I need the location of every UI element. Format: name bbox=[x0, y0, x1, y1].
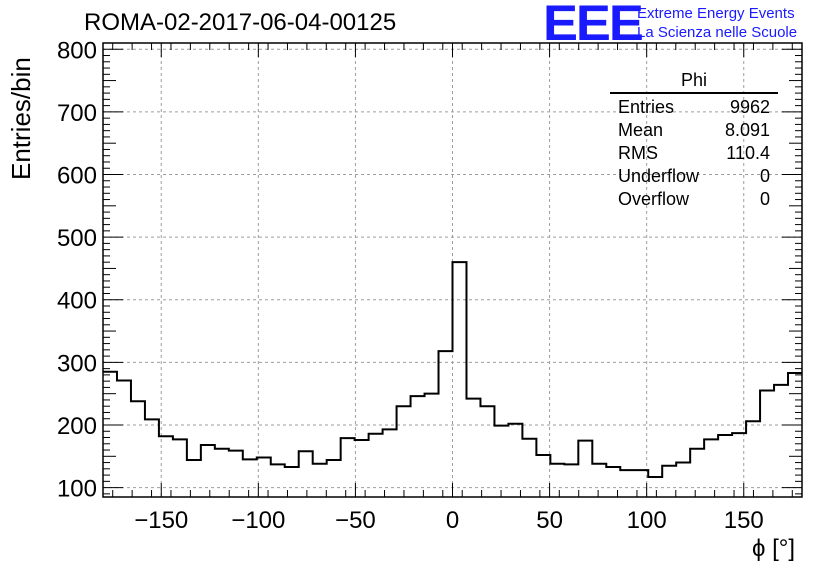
stats-value: 0 bbox=[759, 166, 770, 186]
y-axis-label: Entries/bin bbox=[6, 57, 36, 180]
stats-value: 9962 bbox=[729, 97, 770, 117]
x-axis-label: ϕ [°] bbox=[752, 535, 796, 562]
histogram-bin bbox=[103, 372, 117, 497]
histogram-bin bbox=[285, 467, 299, 497]
histogram-bin bbox=[229, 451, 243, 497]
histogram-bin bbox=[439, 351, 453, 497]
stats-value: 8.091 bbox=[724, 120, 770, 140]
histogram-bin bbox=[676, 463, 690, 497]
histogram-bin bbox=[131, 401, 145, 497]
histogram-bin bbox=[648, 477, 662, 497]
y-tick-label: 300 bbox=[57, 350, 97, 377]
stats-row-rms: RMS 110.4 bbox=[610, 142, 778, 165]
histogram-bin bbox=[578, 441, 592, 497]
histogram-bin bbox=[718, 435, 732, 497]
y-tick-label: 400 bbox=[57, 288, 97, 315]
histogram-bin bbox=[662, 466, 676, 497]
histogram-bin bbox=[522, 439, 536, 497]
histogram-bin bbox=[201, 445, 215, 497]
y-tick-label: 600 bbox=[57, 163, 97, 190]
histogram-bin bbox=[536, 455, 550, 497]
histogram-bin bbox=[271, 464, 285, 497]
stats-row-entries: Entries 9962 bbox=[610, 96, 778, 119]
histogram-bin bbox=[453, 262, 467, 497]
y-tick-label: 500 bbox=[57, 225, 97, 252]
y-tick-label: 200 bbox=[57, 413, 97, 440]
histogram-bin bbox=[788, 373, 802, 497]
histogram-bin bbox=[592, 464, 606, 497]
x-tick-label: −150 bbox=[134, 507, 188, 534]
logo-caption-line1: Extreme Energy Events bbox=[637, 5, 795, 22]
x-tick-label: −50 bbox=[335, 507, 376, 534]
histogram-bin bbox=[411, 396, 425, 497]
histogram-bin bbox=[173, 439, 187, 497]
stats-row-mean: Mean 8.091 bbox=[610, 119, 778, 142]
stats-label: Entries bbox=[618, 97, 675, 117]
histogram-bin bbox=[564, 464, 578, 497]
y-tick-label: 800 bbox=[57, 37, 97, 64]
histogram-bin bbox=[774, 385, 788, 497]
histogram-bin bbox=[257, 458, 271, 497]
histogram-bin bbox=[494, 426, 508, 497]
histogram-bin bbox=[383, 429, 397, 497]
stats-row-underflow: Underflow 0 bbox=[610, 165, 778, 188]
stats-label: RMS bbox=[618, 143, 658, 163]
histogram-bin bbox=[480, 406, 494, 497]
chart-title: ROMA-02-2017-06-04-00125 bbox=[84, 9, 397, 36]
histogram-bin bbox=[690, 449, 704, 497]
histogram-bin bbox=[117, 381, 131, 497]
x-tick-label: 50 bbox=[536, 507, 563, 534]
histogram-bin bbox=[634, 470, 648, 497]
histogram-outline bbox=[103, 261, 802, 478]
x-tick-label: −100 bbox=[231, 507, 285, 534]
histogram-bin bbox=[550, 464, 564, 497]
histogram-bin bbox=[187, 460, 201, 497]
histogram-bin bbox=[299, 451, 313, 497]
y-tick-label: 100 bbox=[57, 476, 97, 503]
stats-value: 0 bbox=[759, 189, 770, 209]
histogram-bin bbox=[341, 438, 355, 497]
eee-logo: EEE bbox=[543, 0, 644, 51]
histogram-bin bbox=[397, 406, 411, 497]
x-tick-label: 150 bbox=[724, 507, 764, 534]
y-tick-label: 700 bbox=[57, 100, 97, 127]
x-tick-label: 0 bbox=[446, 507, 459, 534]
histogram-bin bbox=[243, 459, 257, 497]
stats-value: 110.4 bbox=[726, 143, 770, 163]
x-tick-label: 100 bbox=[627, 507, 667, 534]
histogram-bin bbox=[466, 399, 480, 497]
stats-label: Underflow bbox=[618, 166, 700, 186]
histogram-bin bbox=[355, 440, 369, 497]
stats-label: Overflow bbox=[618, 189, 690, 209]
histogram-bin bbox=[313, 464, 327, 497]
stats-label: Mean bbox=[618, 120, 664, 140]
logo-caption-line2: La Scienza nelle Scuole bbox=[637, 24, 798, 41]
stats-box: Phi Entries 9962 Mean 8.091 RMS 110.4 Un… bbox=[610, 70, 778, 211]
histogram-bin bbox=[606, 467, 620, 497]
histogram-bin bbox=[145, 419, 159, 497]
histogram-bin bbox=[425, 394, 439, 497]
histogram-bin bbox=[620, 470, 634, 497]
histogram-bin bbox=[704, 439, 718, 497]
histogram-bin bbox=[327, 460, 341, 497]
histogram-bin bbox=[760, 391, 774, 497]
stats-row-overflow: Overflow 0 bbox=[610, 188, 778, 211]
histogram-bin bbox=[746, 421, 760, 497]
histogram-bin bbox=[508, 424, 522, 497]
stats-box-title: Phi bbox=[610, 70, 778, 94]
histogram-bin bbox=[215, 449, 229, 497]
